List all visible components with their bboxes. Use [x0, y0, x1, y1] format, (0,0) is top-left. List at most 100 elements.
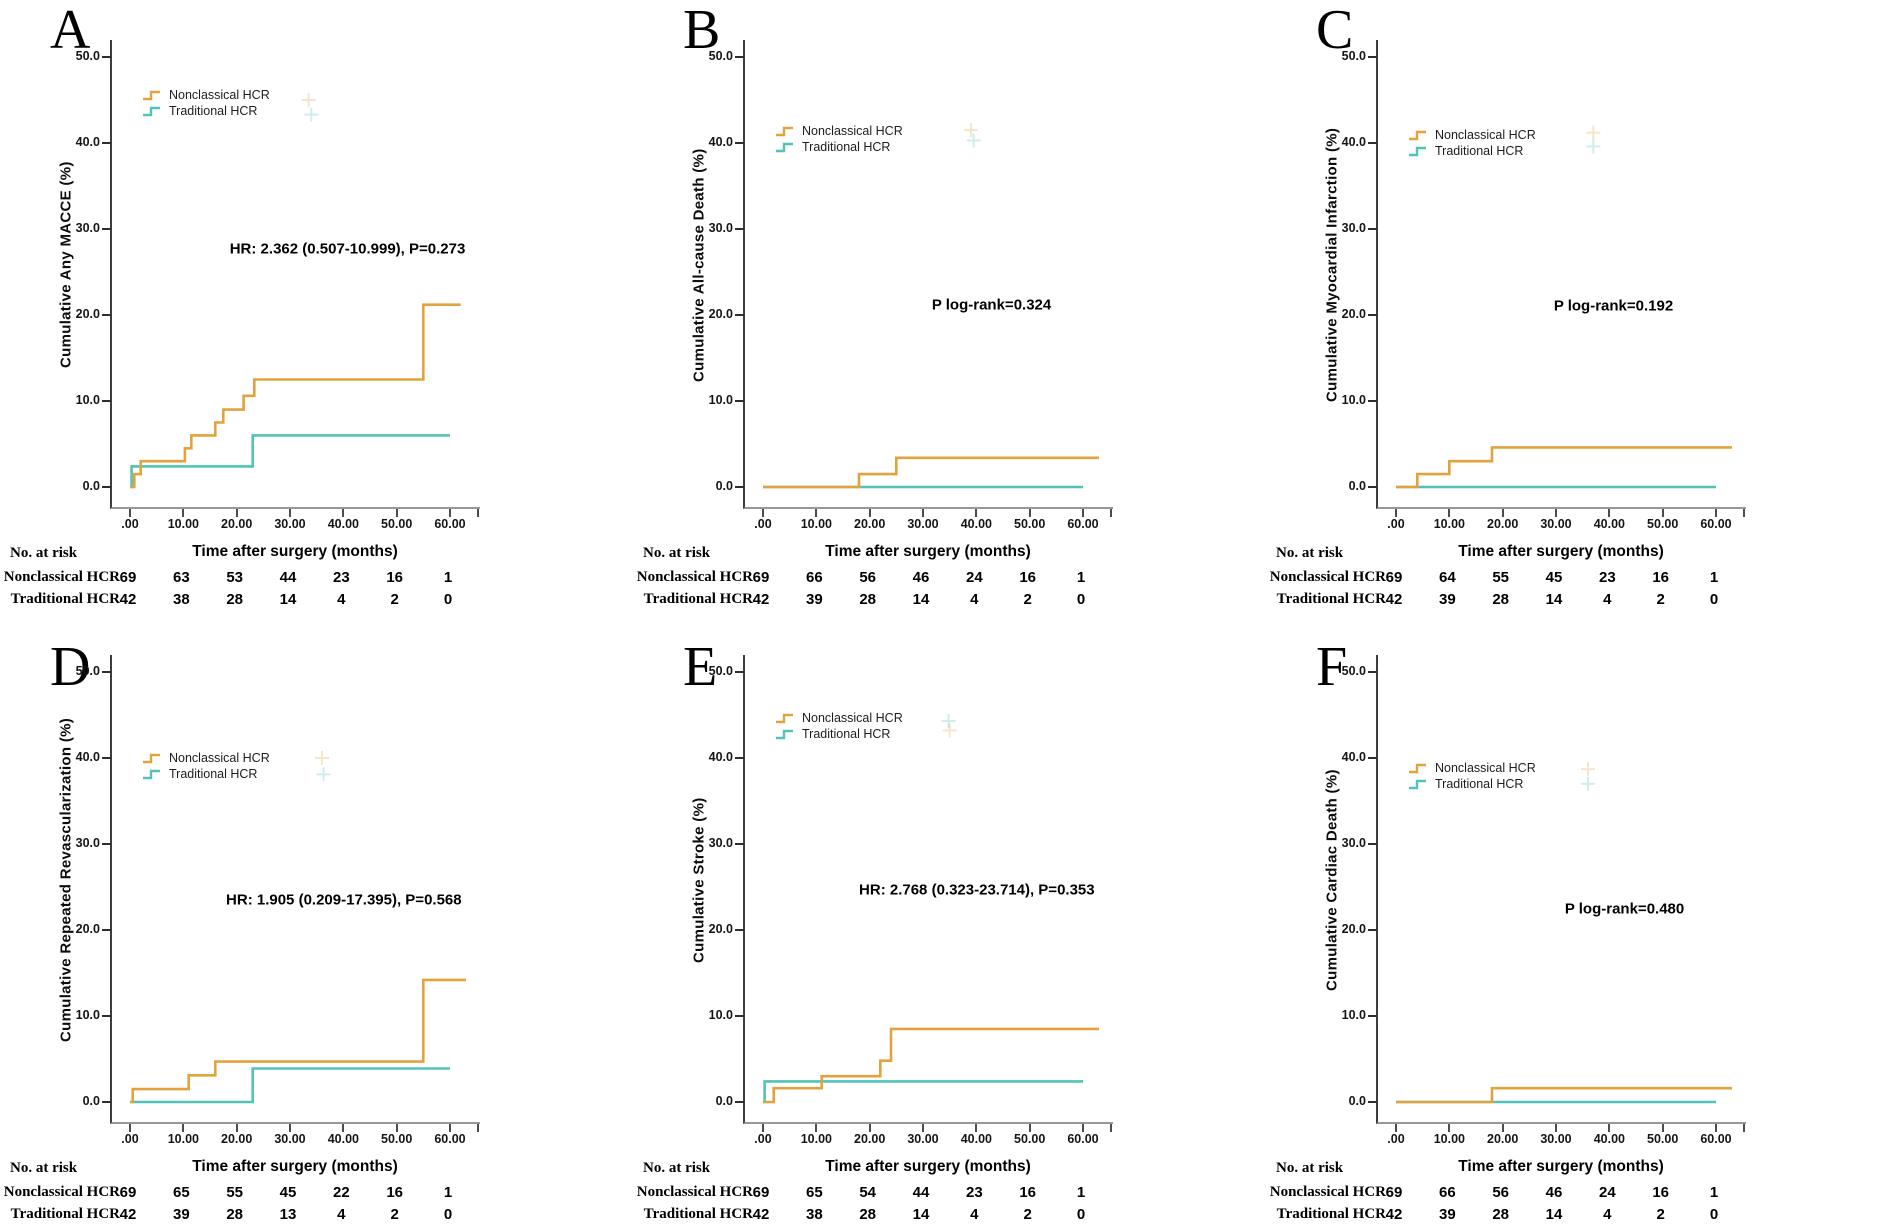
x-axis-tick-label: 60.00: [1067, 1132, 1099, 1146]
y-axis-tick: [102, 1101, 111, 1103]
x-axis-tick-label: 20.00: [1487, 517, 1519, 531]
y-axis-tick: [102, 843, 111, 845]
km-curve-traditional: [130, 1067, 450, 1104]
censor-mark: [1586, 139, 1601, 154]
legend: Nonclassical HCR Traditional HCR: [775, 711, 903, 741]
risk-count: 16: [386, 569, 403, 586]
legend-label: Traditional HCR: [1435, 144, 1524, 158]
x-axis-tick: [235, 509, 238, 517]
x-axis-tick-label: 40.00: [327, 517, 359, 531]
risk-count: 69: [752, 569, 770, 586]
risk-count: 0: [1076, 591, 1086, 608]
risk-row-traditional: Traditional HCR 42 39 28 13 4 2 0: [0, 1206, 633, 1226]
y-axis-tick-label: 20.0: [708, 922, 733, 936]
legend: Nonclassical HCR Traditional HCR: [1408, 128, 1536, 158]
risk-count: 69: [119, 1184, 137, 1201]
legend-item-nonclassical: Nonclassical HCR: [1408, 761, 1536, 775]
panel-letter: F: [1316, 636, 1348, 698]
risk-count: 69: [1385, 1184, 1403, 1201]
km-panel-B: B Cumulative All-cause Death (%) Nonclas…: [633, 0, 1266, 615]
x-axis-tick-label: 20.00: [1487, 1132, 1519, 1146]
x-axis-tick-label: 50.00: [1647, 517, 1679, 531]
x-axis-tick: [1081, 509, 1084, 517]
y-axis-tick-label: 20.0: [1341, 307, 1366, 321]
plot-area: Nonclassical HCR Traditional HCR P log-ra…: [709, 40, 1113, 531]
legend-step-icon: [142, 751, 168, 765]
x-axis-title: Time after surgery (months): [825, 1158, 1031, 1175]
x-axis-tick: [182, 509, 185, 517]
x-axis-tick: [395, 1124, 398, 1132]
y-axis-tick-label: 20.0: [75, 307, 100, 321]
x-axis-title: Time after surgery (months): [1458, 1158, 1664, 1175]
legend: Nonclassical HCR Traditional HCR: [142, 751, 270, 781]
y-axis-tick: [102, 228, 111, 230]
x-axis-tick-label: 30.00: [274, 517, 306, 531]
x-axis-tick: [1608, 1124, 1611, 1132]
y-axis-tick-label: 40.0: [75, 750, 100, 764]
risk-count: 64: [1438, 569, 1456, 586]
x-axis-tick: [1395, 509, 1397, 517]
x-axis-tick: [762, 1124, 764, 1132]
legend-step-icon: [142, 88, 168, 102]
risk-count: 2: [1656, 1206, 1665, 1223]
x-axis-tick-label: .00: [121, 1132, 139, 1146]
risk-count: 0: [443, 1206, 453, 1223]
panel-letter: A: [50, 0, 91, 61]
risk-count: 69: [1385, 569, 1403, 586]
risk-count: 45: [1545, 569, 1563, 586]
y-axis-tick: [1368, 400, 1377, 402]
legend-step-icon: [1408, 777, 1434, 791]
stat-annotation: HR: 2.768 (0.323-23.714), P=0.353: [859, 881, 1095, 899]
risk-row-label: Traditional HCR: [10, 591, 120, 607]
x-axis-tick-label: .00: [1387, 1132, 1405, 1146]
risk-count: 69: [119, 569, 137, 586]
x-axis-end-tick: [1110, 1124, 1112, 1132]
y-axis-tick: [735, 314, 744, 316]
y-axis-tick: [102, 671, 111, 673]
risk-count: 2: [390, 1206, 399, 1223]
km-curves: [1396, 762, 1732, 1104]
risk-count: 23: [965, 1184, 983, 1201]
x-axis-tick: [235, 1124, 238, 1132]
y-axis-tick-label: 0.0: [82, 479, 100, 493]
risk-count: 55: [226, 1184, 243, 1201]
risk-count: 1: [1709, 1184, 1719, 1201]
risk-row-label: Nonclassical HCR: [3, 569, 120, 585]
y-axis-tick-label: 40.0: [1341, 135, 1366, 149]
risk-count: 42: [752, 1206, 770, 1223]
y-axis-tick-label: 40.0: [75, 135, 100, 149]
risk-row-traditional: Traditional HCR 42 38 28 14 4 2 0: [0, 591, 633, 611]
y-axis-tick-label: 30.0: [1341, 221, 1366, 235]
risk-count: 4: [337, 1206, 346, 1223]
risk-count: 63: [172, 569, 190, 586]
risk-count: 23: [1598, 569, 1616, 586]
x-axis-tick: [868, 509, 871, 517]
risk-count: 1: [1709, 569, 1719, 586]
censor-mark: [1580, 776, 1595, 791]
x-axis-end-tick: [1743, 509, 1745, 517]
censor-mark: [963, 123, 978, 138]
risk-row-nonclassical: Nonclassical HCR 69 66 56 46 24 16 1: [633, 569, 1266, 589]
plot-area: Nonclassical HCR Traditional HCR HR: 1.90…: [76, 655, 480, 1146]
risk-count: 39: [1438, 591, 1456, 608]
no-at-risk-label: No. at risk: [1276, 545, 1344, 561]
risk-row-traditional: Traditional HCR 42 38 28 14 4 2 0: [633, 1206, 1266, 1226]
risk-row-nonclassical: Nonclassical HCR 69 65 55 45 22 16 1: [0, 1184, 633, 1204]
plot-area: Nonclassical HCR Traditional HCR HR: 2.36…: [76, 40, 480, 531]
x-axis-tick: [975, 509, 978, 517]
risk-count: 23: [332, 569, 350, 586]
risk-row-traditional: Traditional HCR 42 39 28 14 4 2 0: [633, 591, 1266, 611]
risk-count: 28: [226, 1206, 243, 1223]
x-axis-tick: [1661, 1124, 1664, 1132]
y-axis-title: Cumulative Myocardial Infarction (%): [1323, 127, 1341, 403]
legend-step-icon: [142, 767, 168, 781]
x-axis-tick-label: 20.00: [854, 517, 886, 531]
y-axis-tick-label: 20.0: [1341, 922, 1366, 936]
risk-row-label: Nonclassical HCR: [636, 1184, 753, 1200]
y-axis-tick: [102, 142, 111, 144]
risk-row-label: Traditional HCR: [1276, 591, 1386, 607]
y-axis-tick-label: 30.0: [708, 221, 733, 235]
x-axis-tick: [815, 509, 818, 517]
y-axis-tick-label: 0.0: [1348, 1094, 1366, 1108]
x-axis-end-tick: [1110, 509, 1112, 517]
